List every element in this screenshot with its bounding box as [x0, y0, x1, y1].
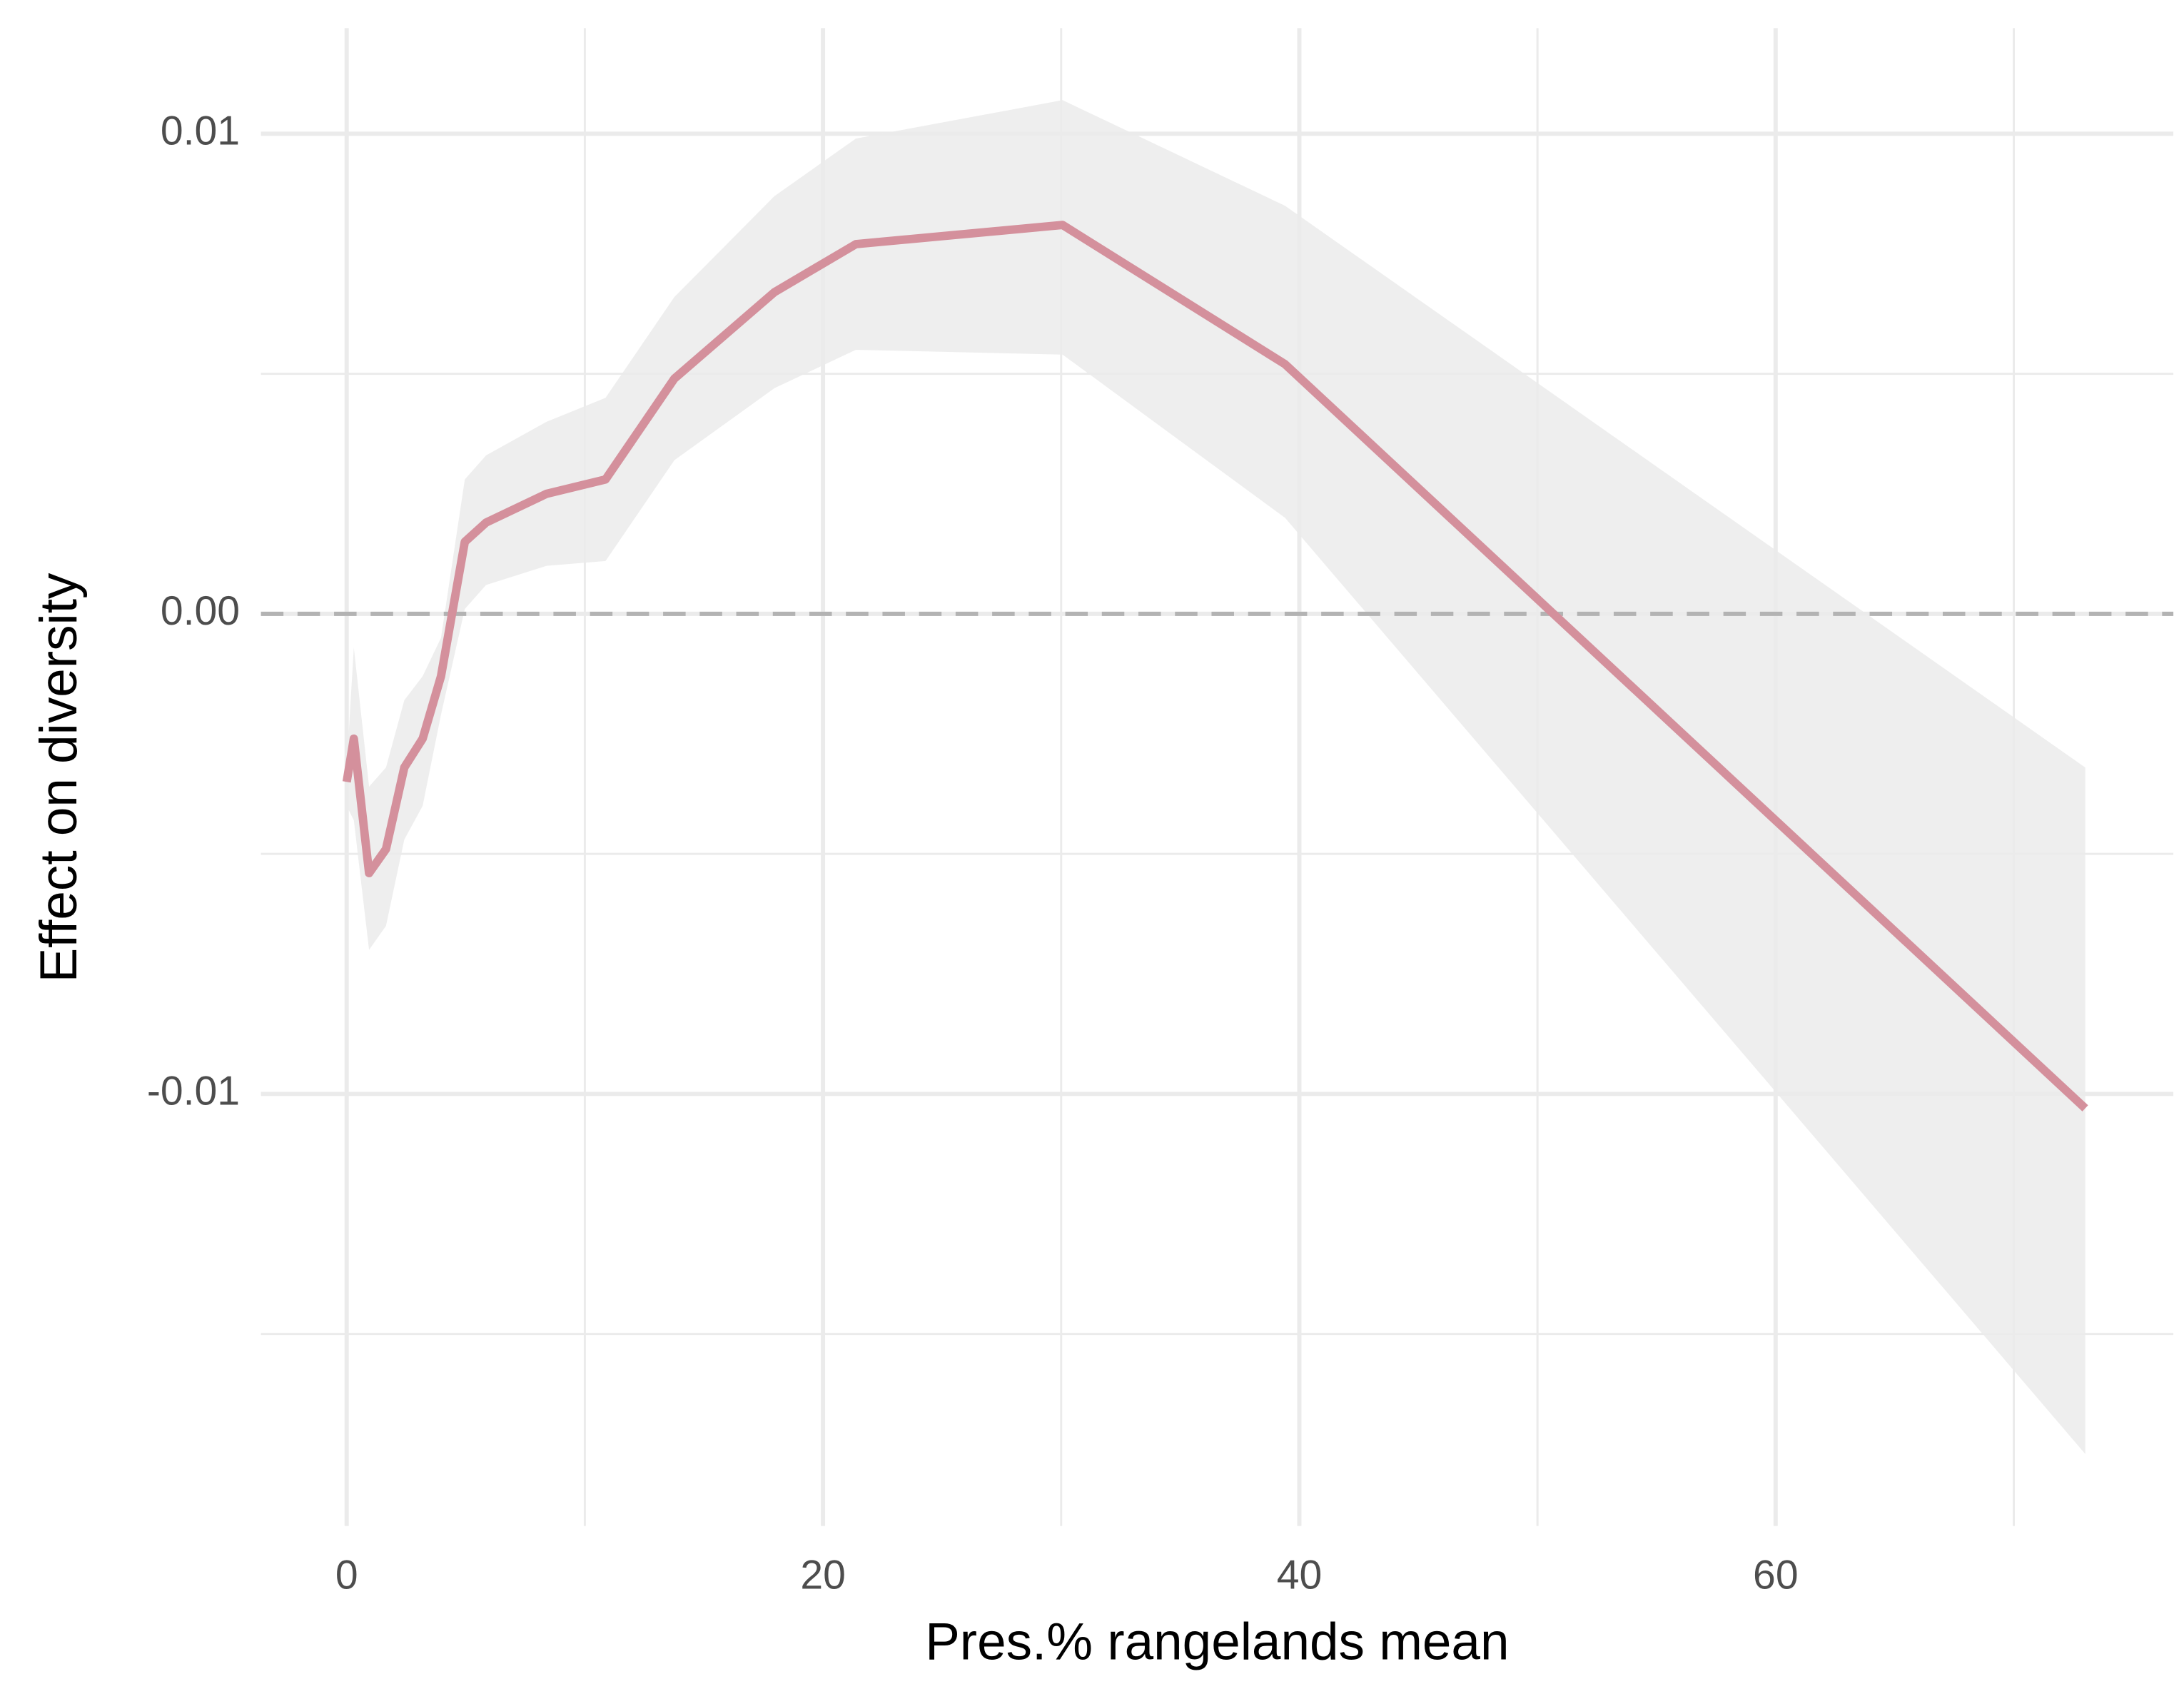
x-tick-label: 20	[800, 1553, 846, 1598]
y-tick-label: 0.01	[161, 108, 240, 153]
x-axis-title: Pres.% rangelands mean	[925, 1613, 1509, 1670]
x-tick-label: 60	[1753, 1553, 1799, 1598]
y-tick-label: 0.00	[161, 588, 240, 634]
y-tick-label: -0.01	[147, 1068, 240, 1114]
x-tick-label: 0	[335, 1553, 358, 1598]
line	[342, 221, 2088, 1111]
x-tick-label: 40	[1277, 1553, 1323, 1598]
y-axis-title: Effect on diversity	[30, 573, 88, 982]
confidence-ribbon	[346, 100, 2086, 1454]
